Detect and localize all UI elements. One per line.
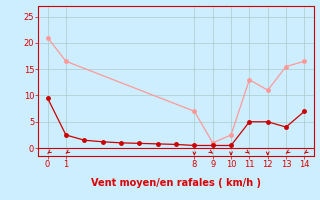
X-axis label: Vent moyen/en rafales ( km/h ): Vent moyen/en rafales ( km/h ) [91, 178, 261, 188]
